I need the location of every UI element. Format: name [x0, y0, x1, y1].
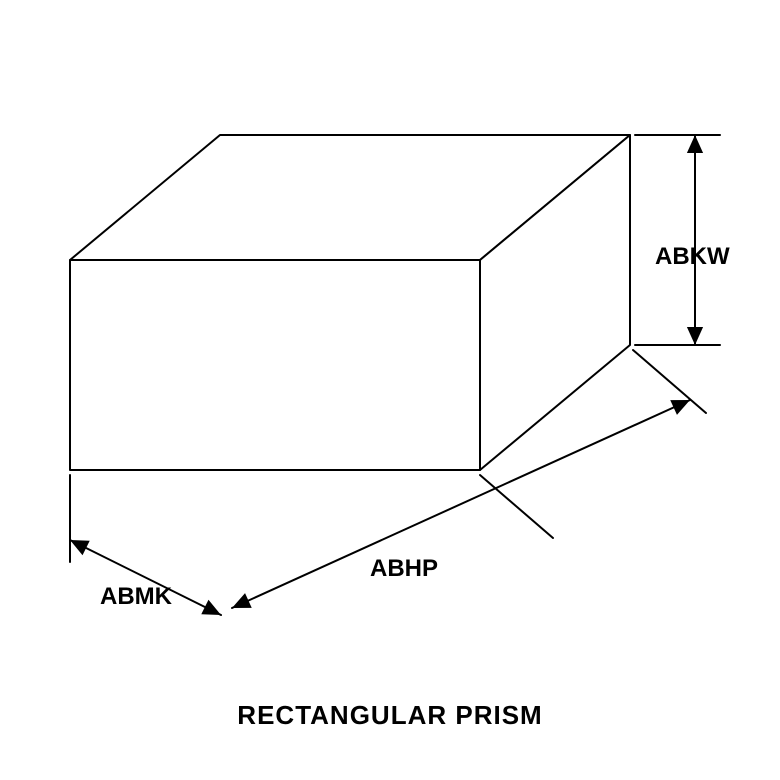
height-label: ABKW — [655, 243, 730, 271]
diagram-container: RECTANGULAR PRISM ABMK ABHP ABKW — [0, 0, 780, 780]
diagram-title: RECTANGULAR PRISM — [0, 700, 780, 731]
depth-label: ABMK — [100, 583, 172, 611]
length-label: ABHP — [370, 555, 438, 583]
prism-svg — [0, 0, 780, 780]
